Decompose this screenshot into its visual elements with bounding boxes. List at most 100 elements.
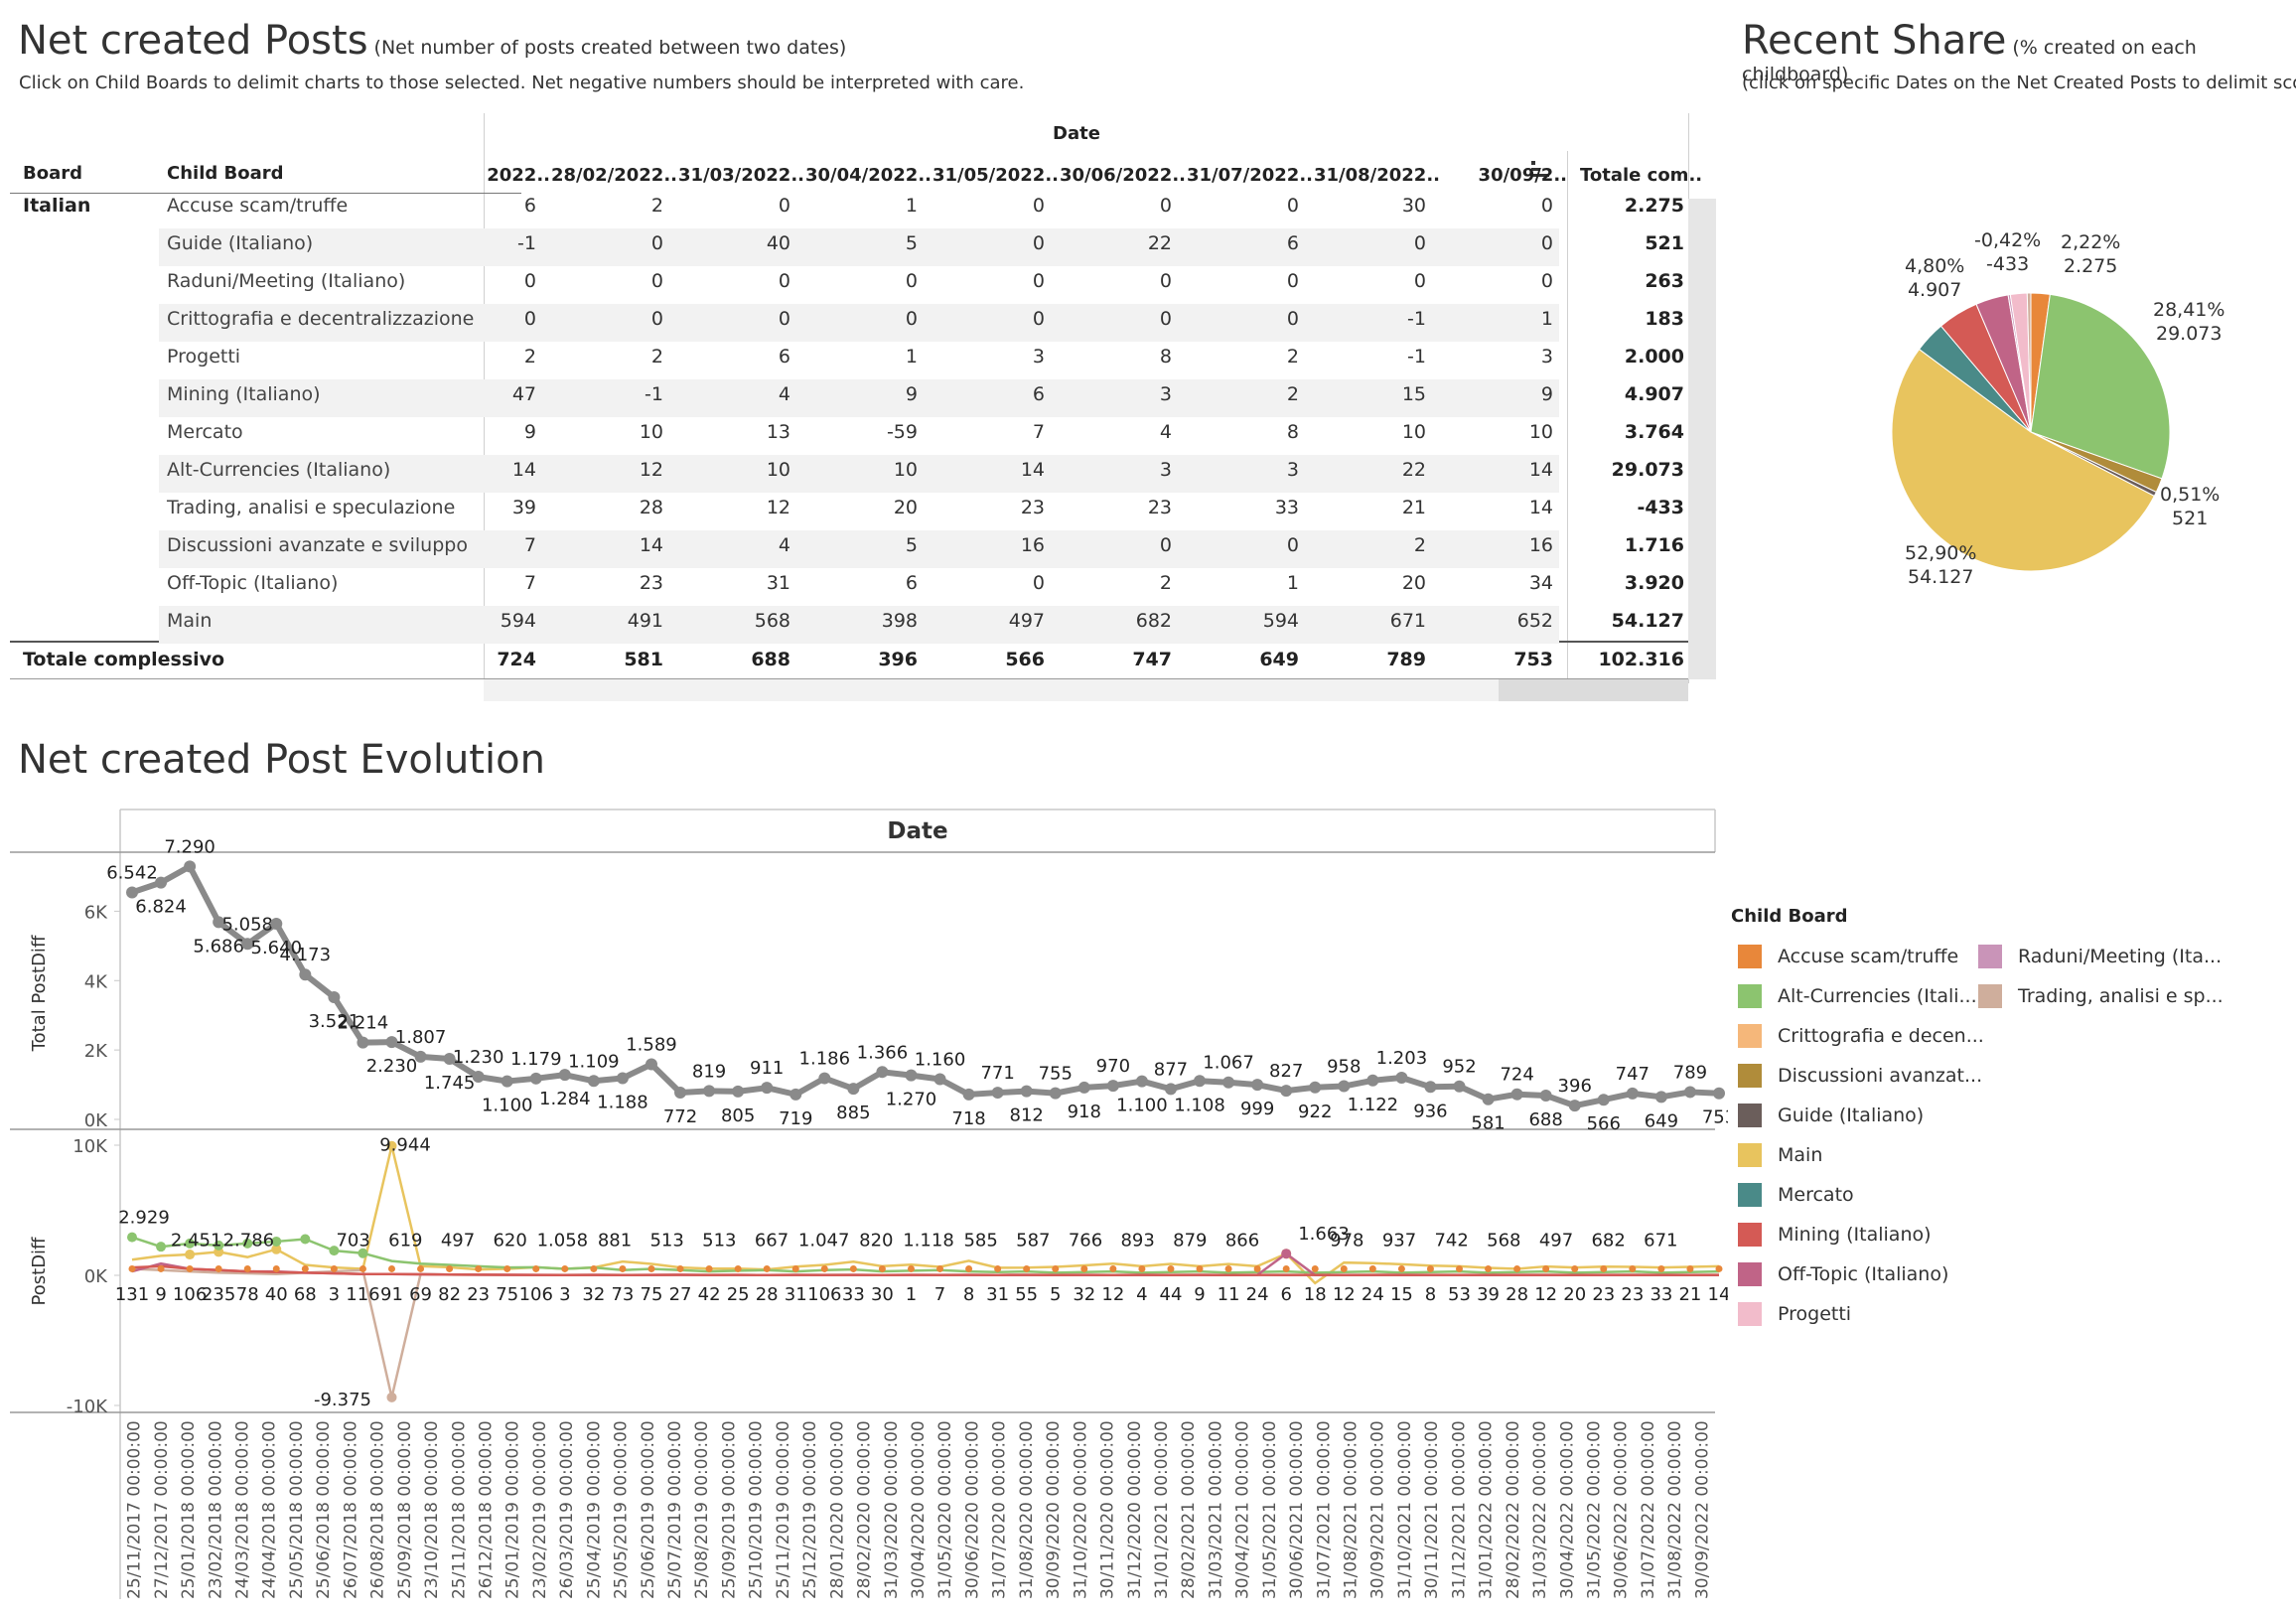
legend-item[interactable]: Main xyxy=(1738,1140,1822,1170)
total-postdiff-point[interactable] xyxy=(1395,1071,1408,1084)
table-cell[interactable]: 0 xyxy=(778,308,790,330)
child-board-label[interactable]: Discussioni avanzate e sviluppo xyxy=(167,534,468,556)
table-cell[interactable]: -1 xyxy=(517,232,536,254)
grand-total-value[interactable]: 102.316 xyxy=(1598,649,1684,670)
table-cell[interactable]: 7 xyxy=(523,534,536,556)
table-cell[interactable]: 31 xyxy=(766,572,790,594)
table-cell[interactable]: 6 xyxy=(778,346,790,368)
table-cell[interactable]: 594 xyxy=(500,610,536,632)
postdiff-point[interactable] xyxy=(791,1264,799,1272)
row-total-cell[interactable]: 2.000 xyxy=(1624,346,1684,368)
table-cell[interactable]: 23 xyxy=(1147,497,1172,518)
table-cell[interactable]: 47 xyxy=(511,383,536,405)
legend-item[interactable]: Accuse scam/truffe xyxy=(1738,942,1958,971)
grand-total-cell[interactable]: 753 xyxy=(1513,649,1553,670)
child-board-label[interactable]: Mercato xyxy=(167,421,243,443)
postdiff-point[interactable] xyxy=(619,1264,627,1272)
total-postdiff-point[interactable] xyxy=(645,1058,657,1071)
vertical-scrollbar[interactable] xyxy=(1688,199,1716,679)
total-postdiff-point[interactable] xyxy=(1626,1087,1639,1100)
total-postdiff-point[interactable] xyxy=(847,1083,860,1096)
table-cell[interactable]: 0 xyxy=(905,308,918,330)
total-postdiff-point[interactable] xyxy=(529,1072,542,1085)
table-cell[interactable]: 491 xyxy=(627,610,663,632)
total-postdiff-point[interactable] xyxy=(1049,1087,1062,1100)
table-cell[interactable]: 6 xyxy=(1032,383,1045,405)
table-cell[interactable]: 0 xyxy=(1032,232,1045,254)
pie-slice[interactable] xyxy=(2026,292,2032,433)
postdiff-point[interactable] xyxy=(185,1250,196,1260)
postdiff-point[interactable] xyxy=(1167,1264,1175,1272)
sort-icon[interactable] xyxy=(1529,159,1551,181)
legend-item[interactable]: Discussioni avanzat... xyxy=(1738,1061,1982,1091)
total-postdiff-point[interactable] xyxy=(1713,1087,1725,1100)
table-cell[interactable]: 0 xyxy=(1286,308,1299,330)
table-cell[interactable]: 33 xyxy=(1274,497,1299,518)
postdiff-point[interactable] xyxy=(1281,1249,1292,1259)
table-cell[interactable]: 14 xyxy=(1020,459,1045,481)
horizontal-scrollbar[interactable] xyxy=(484,679,1688,701)
table-cell[interactable]: 2 xyxy=(1413,534,1426,556)
postdiff-point[interactable] xyxy=(186,1264,194,1272)
grand-total-cell[interactable]: 649 xyxy=(1259,649,1299,670)
row-total-cell[interactable]: 54.127 xyxy=(1611,610,1684,632)
table-cell[interactable]: 0 xyxy=(650,270,663,292)
postdiff-point[interactable] xyxy=(1052,1264,1060,1272)
total-postdiff-point[interactable] xyxy=(703,1085,716,1098)
postdiff-point[interactable] xyxy=(156,1242,167,1252)
table-cell[interactable]: 22 xyxy=(1401,459,1426,481)
total-postdiff-point[interactable] xyxy=(962,1088,975,1101)
table-cell[interactable]: 6 xyxy=(1286,232,1299,254)
total-postdiff-point[interactable] xyxy=(184,860,197,873)
child-board-label[interactable]: Accuse scam/truffe xyxy=(167,195,349,217)
postdiff-point[interactable] xyxy=(1571,1264,1579,1272)
table-cell[interactable]: 0 xyxy=(1159,195,1172,217)
table-cell[interactable]: 0 xyxy=(1286,534,1299,556)
total-postdiff-point[interactable] xyxy=(1020,1085,1033,1098)
table-cell[interactable]: 10 xyxy=(1528,421,1553,443)
table-cell[interactable]: 8 xyxy=(1286,421,1299,443)
postdiff-point[interactable] xyxy=(272,1264,280,1272)
table-cell[interactable]: 28 xyxy=(639,497,663,518)
total-postdiff-point[interactable] xyxy=(357,1036,369,1049)
postdiff-point[interactable] xyxy=(1426,1264,1434,1272)
table-cell[interactable]: 34 xyxy=(1528,572,1553,594)
row-total-cell[interactable]: 521 xyxy=(1645,232,1684,254)
total-postdiff-point[interactable] xyxy=(558,1069,571,1082)
table-cell[interactable]: -1 xyxy=(1407,346,1426,368)
postdiff-point[interactable] xyxy=(358,1248,368,1258)
total-postdiff-point[interactable] xyxy=(1654,1091,1667,1104)
table-cell[interactable]: 10 xyxy=(639,421,663,443)
postdiff-point[interactable] xyxy=(128,1264,136,1272)
table-cell[interactable]: 3 xyxy=(1032,346,1045,368)
postdiff-point[interactable] xyxy=(1600,1264,1608,1272)
postdiff-point[interactable] xyxy=(1629,1264,1637,1272)
table-cell[interactable]: 40 xyxy=(766,232,790,254)
postdiff-series-line[interactable] xyxy=(131,1236,1720,1274)
total-postdiff-point[interactable] xyxy=(616,1072,629,1085)
row-total-cell[interactable]: -433 xyxy=(1637,497,1684,518)
table-cell[interactable]: 4 xyxy=(1159,421,1172,443)
postdiff-point[interactable] xyxy=(763,1264,771,1272)
row-total-cell[interactable]: 183 xyxy=(1645,308,1684,330)
table-cell[interactable]: 3 xyxy=(1159,459,1172,481)
grand-total-cell[interactable]: 566 xyxy=(1005,649,1045,670)
date-column-header[interactable]: 2022.. xyxy=(487,165,550,186)
table-cell[interactable]: 398 xyxy=(881,610,918,632)
total-postdiff-point[interactable] xyxy=(385,1036,398,1049)
table-cell[interactable]: -1 xyxy=(645,383,663,405)
table-cell[interactable]: 671 xyxy=(1389,610,1426,632)
postdiff-point[interactable] xyxy=(386,1140,397,1151)
child-board-label[interactable]: Mining (Italiano) xyxy=(167,383,321,405)
grand-total-cell[interactable]: 789 xyxy=(1386,649,1426,670)
total-postdiff-point[interactable] xyxy=(501,1075,513,1088)
total-postdiff-point[interactable] xyxy=(818,1072,831,1085)
postdiff-point[interactable] xyxy=(301,1264,309,1272)
total-postdiff-point[interactable] xyxy=(905,1069,918,1082)
date-column-header[interactable]: 31/03/2022.. xyxy=(677,165,804,186)
postdiff-point[interactable] xyxy=(1311,1264,1319,1272)
postdiff-point[interactable] xyxy=(243,1264,251,1272)
postdiff-point[interactable] xyxy=(387,1264,395,1272)
date-column-header[interactable]: 30/04/2022.. xyxy=(804,165,932,186)
postdiff-point[interactable] xyxy=(300,1234,311,1245)
